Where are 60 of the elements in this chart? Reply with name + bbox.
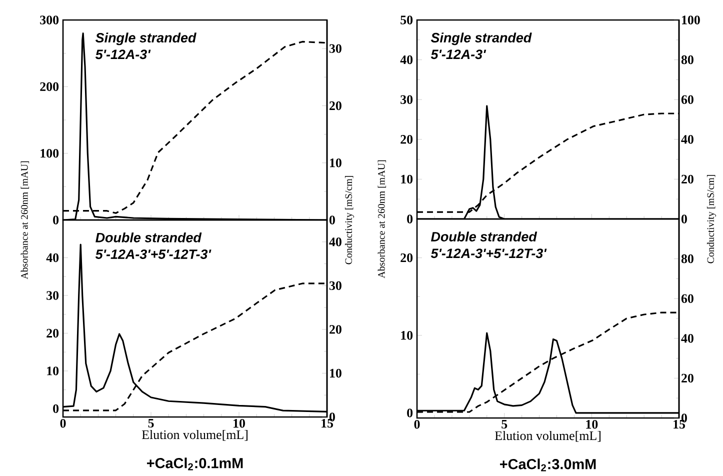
annotation: Double stranded	[96, 232, 202, 242]
y2-tick-label: 80	[681, 254, 694, 264]
y2-tick-label: 80	[681, 55, 694, 64]
y2-tick-label: 20	[330, 101, 342, 110]
y-axis-title: Absorbance at 260nm [mAU]	[20, 161, 30, 280]
y2-tick-label: 20	[682, 174, 694, 184]
annotation: 5'-12A-3'+5'-12T-3'	[95, 249, 212, 259]
annotation: 5'-12A-3'	[430, 50, 486, 60]
y2-tick-label: 60	[681, 294, 694, 303]
y-tick-label: 50	[400, 16, 413, 24]
y2-tick-label: 10	[330, 158, 342, 168]
x-axis-title: Elution volume[mL]	[494, 430, 600, 442]
y2-tick-label: 30	[329, 281, 342, 290]
annotation: 5'-12A-3'	[95, 50, 151, 60]
text: +CaCl$_{2}$:0.1mM	[146, 458, 243, 470]
x-tick-label: 0	[60, 418, 66, 428]
y2-tick-label: 100	[682, 16, 700, 24]
y-tick-label: 0	[407, 214, 413, 224]
x-tick-label: 15	[322, 418, 334, 428]
y-tick-label: 10	[401, 174, 413, 184]
x-tick-label: 5	[148, 418, 154, 428]
x-tick-label: 0	[414, 420, 420, 429]
y2-tick-label: 40	[681, 334, 694, 343]
y-tick-label: 0	[53, 404, 59, 414]
y-tick-label: 20	[400, 135, 413, 144]
y-tick-label: 0	[53, 216, 59, 224]
annotation: Single stranded	[96, 32, 196, 46]
y-tick-label: 200	[40, 82, 59, 92]
x-tick-label: 15	[674, 420, 686, 429]
y-tick-label: 20	[46, 328, 59, 338]
y-tick-label: 30	[46, 291, 59, 300]
y2-tick-label: 10	[330, 368, 342, 378]
y-tick-label: 10	[401, 330, 413, 340]
y2-tick-label: 0	[681, 214, 687, 224]
x-tick-label: 10	[234, 418, 245, 428]
y-tick-label: 30	[400, 95, 413, 104]
y2-tick-label: 20	[330, 325, 342, 334]
annotation: 5'-12A-3'+5'-12T-3'	[430, 248, 547, 258]
y-tick-label: 100	[40, 148, 59, 158]
y-tick-label: 10	[47, 366, 59, 376]
annotation: Double stranded	[430, 232, 538, 242]
y2-tick-label: 0	[329, 216, 335, 224]
x-tick-label: 10	[586, 420, 598, 429]
y-tick-label: 40	[400, 55, 413, 64]
y2-axis-title: Conductivity [mS/cm]	[344, 176, 354, 264]
y-tick-label: 20	[400, 253, 413, 262]
annotation: Single stranded	[430, 32, 532, 46]
y-tick-label: 300	[40, 16, 59, 24]
x-axis-title: Elution volume[mL]	[142, 430, 248, 441]
y2-tick-label: 60	[681, 95, 694, 104]
x-tick-label: 5	[502, 420, 508, 429]
y-tick-label: 0	[407, 408, 413, 418]
y2-tick-label: 20	[682, 374, 694, 383]
y2-tick-label: 40	[329, 238, 342, 246]
text: +CaCl$_{2}$:3.0mM	[500, 458, 596, 472]
y2-tick-label: 30	[329, 44, 342, 53]
y-tick-label: 40	[46, 253, 59, 262]
y-axis-title: Absorbance at 260nm [mAU]	[378, 160, 386, 278]
y2-tick-label: 40	[681, 135, 694, 144]
y2-axis-title: Conductivity [mS/cm]	[706, 175, 716, 264]
